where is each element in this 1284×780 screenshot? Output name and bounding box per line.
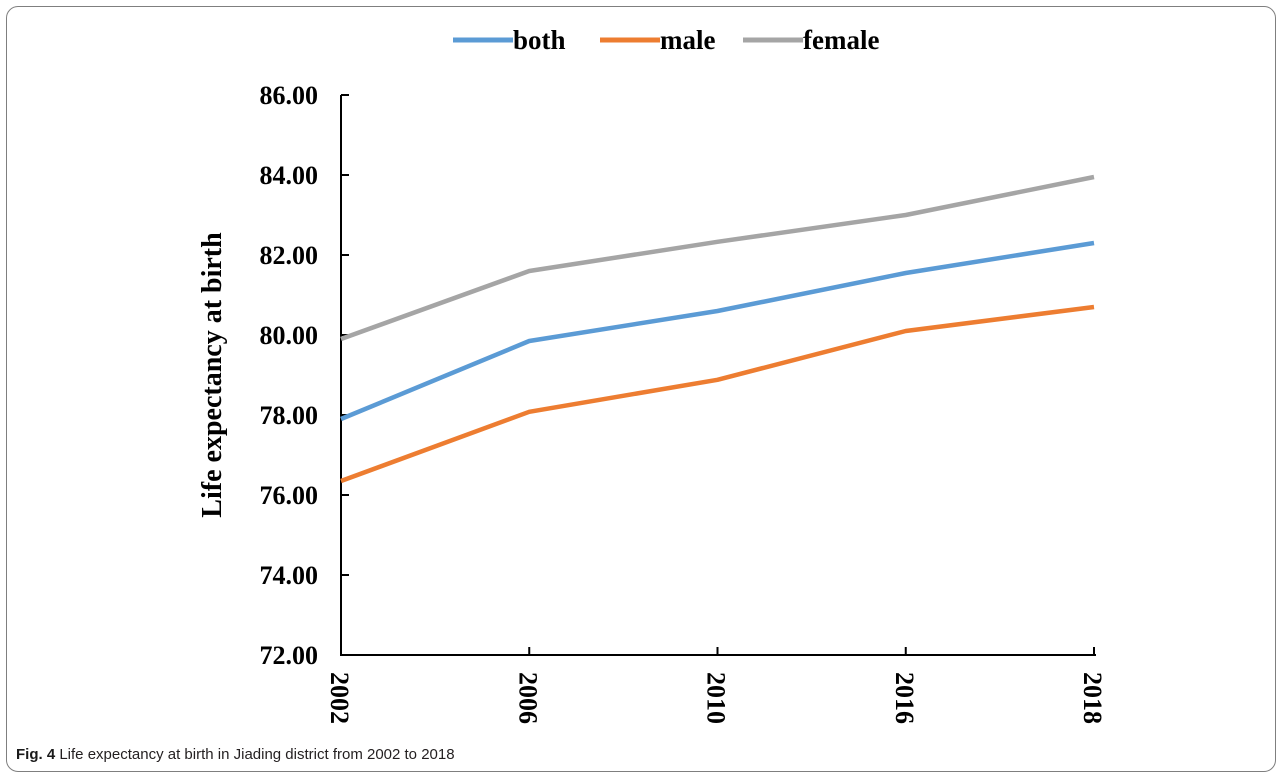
caption-label: Fig. 4 [16, 746, 56, 763]
y-axis-ticks: 72.00 74.00 76.00 78.00 80.00 82.00 84.00 86.00 [260, 81, 349, 670]
x-tick-label: 2016 [890, 672, 919, 724]
series-line-female [340, 174, 1095, 342]
legend-label-male: male [660, 25, 715, 55]
y-tick-label: 80.00 [260, 321, 319, 350]
y-tick-label: 74.00 [260, 561, 319, 590]
series-line-male [340, 304, 1095, 484]
legend: both male female [453, 25, 879, 55]
figure-frame [6, 6, 1276, 772]
y-axis-title: Life expectancy at birth [197, 232, 228, 518]
figure-caption: Fig. 4 Life expectancy at birth in Jiadi… [16, 746, 455, 763]
series-line-both [340, 240, 1095, 422]
x-tick-label: 2018 [1078, 672, 1107, 724]
y-tick-label: 82.00 [260, 241, 319, 270]
x-axis-ticks: 2002 2006 2010 2016 2018 [325, 647, 1107, 724]
y-tick-label: 84.00 [260, 161, 319, 190]
legend-label-female: female [803, 25, 879, 55]
y-tick-label: 78.00 [260, 401, 319, 430]
legend-label-both: both [513, 25, 566, 55]
caption-text: Life expectancy at birth in Jiading dist… [59, 746, 455, 763]
y-tick-label: 76.00 [260, 481, 319, 510]
y-tick-label: 86.00 [260, 81, 319, 110]
series-lines [340, 174, 1095, 484]
x-tick-label: 2006 [513, 672, 542, 724]
y-tick-label: 72.00 [260, 641, 319, 670]
x-tick-label: 2002 [325, 672, 354, 724]
line-chart: both male female Life expectancy at birth … [197, 25, 1107, 724]
x-tick-label: 2010 [702, 672, 731, 724]
